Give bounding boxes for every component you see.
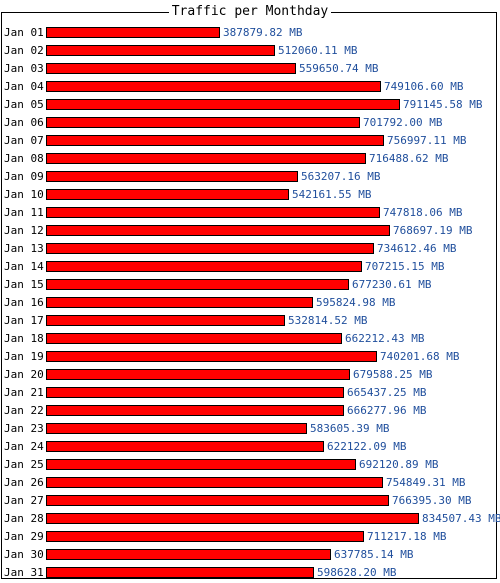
category-label: Jan 17 <box>4 314 44 327</box>
category-label: Jan 10 <box>4 188 44 201</box>
value-label: 754849.31 MB <box>386 476 466 489</box>
category-label: Jan 16 <box>4 296 44 309</box>
bar <box>46 225 390 236</box>
category-label: Jan 19 <box>4 350 44 363</box>
bar <box>46 387 344 398</box>
bar <box>46 153 366 164</box>
bar <box>46 315 285 326</box>
bar <box>46 513 419 524</box>
value-label: 768697.19 MB <box>393 224 473 237</box>
bar <box>46 81 381 92</box>
bar <box>46 549 331 560</box>
value-label: 637785.14 MB <box>334 548 414 561</box>
bar <box>46 207 380 218</box>
value-label: 756997.11 MB <box>387 134 467 147</box>
bar <box>46 189 289 200</box>
bar <box>46 459 356 470</box>
category-label: Jan 26 <box>4 476 44 489</box>
value-label: 707215.15 MB <box>365 260 445 273</box>
category-label: Jan 06 <box>4 116 44 129</box>
value-label: 622122.09 MB <box>327 440 407 453</box>
category-label: Jan 23 <box>4 422 44 435</box>
bar <box>46 495 389 506</box>
bar <box>46 261 362 272</box>
category-label: Jan 20 <box>4 368 44 381</box>
category-label: Jan 30 <box>4 548 44 561</box>
bar <box>46 351 377 362</box>
category-label: Jan 21 <box>4 386 44 399</box>
category-label: Jan 22 <box>4 404 44 417</box>
category-label: Jan 07 <box>4 134 44 147</box>
bar <box>46 279 349 290</box>
chart-title: Traffic per Monthday <box>0 4 500 19</box>
category-label: Jan 31 <box>4 566 44 579</box>
bar <box>46 135 384 146</box>
value-label: 532814.52 MB <box>288 314 368 327</box>
value-label: 512060.11 MB <box>278 44 358 57</box>
bar <box>46 45 275 56</box>
value-label: 666277.96 MB <box>347 404 427 417</box>
bar <box>46 117 360 128</box>
value-label: 542161.55 MB <box>292 188 372 201</box>
category-label: Jan 09 <box>4 170 44 183</box>
bar <box>46 243 374 254</box>
value-label: 766395.30 MB <box>392 494 472 507</box>
value-label: 692120.89 MB <box>359 458 439 471</box>
category-label: Jan 28 <box>4 512 44 525</box>
category-label: Jan 03 <box>4 62 44 75</box>
bar <box>46 405 344 416</box>
category-label: Jan 29 <box>4 530 44 543</box>
bar <box>46 63 296 74</box>
bar <box>46 477 383 488</box>
category-label: Jan 25 <box>4 458 44 471</box>
category-label: Jan 14 <box>4 260 44 273</box>
category-label: Jan 18 <box>4 332 44 345</box>
bar <box>46 297 313 308</box>
value-label: 747818.06 MB <box>383 206 463 219</box>
bar <box>46 441 324 452</box>
value-label: 559650.74 MB <box>299 62 379 75</box>
category-label: Jan 11 <box>4 206 44 219</box>
category-label: Jan 12 <box>4 224 44 237</box>
value-label: 387879.82 MB <box>223 26 303 39</box>
bar <box>46 171 298 182</box>
value-label: 595824.98 MB <box>316 296 396 309</box>
value-label: 791145.58 MB <box>403 98 483 111</box>
value-label: 834507.43 MB <box>422 512 500 525</box>
category-label: Jan 08 <box>4 152 44 165</box>
bar <box>46 99 400 110</box>
value-label: 583605.39 MB <box>310 422 390 435</box>
bar <box>46 531 364 542</box>
value-label: 734612.46 MB <box>377 242 457 255</box>
category-label: Jan 01 <box>4 26 44 39</box>
category-label: Jan 13 <box>4 242 44 255</box>
category-label: Jan 15 <box>4 278 44 291</box>
value-label: 563207.16 MB <box>301 170 381 183</box>
value-label: 665437.25 MB <box>347 386 427 399</box>
bar <box>46 369 350 380</box>
value-label: 749106.60 MB <box>384 80 464 93</box>
value-label: 701792.00 MB <box>363 116 443 129</box>
value-label: 598628.20 MB <box>317 566 397 579</box>
category-label: Jan 04 <box>4 80 44 93</box>
value-label: 679588.25 MB <box>353 368 433 381</box>
bar <box>46 333 342 344</box>
category-label: Jan 05 <box>4 98 44 111</box>
value-label: 716488.62 MB <box>369 152 449 165</box>
bar <box>46 567 314 578</box>
value-label: 662212.43 MB <box>345 332 425 345</box>
category-label: Jan 27 <box>4 494 44 507</box>
bar <box>46 423 307 434</box>
value-label: 740201.68 MB <box>380 350 460 363</box>
bar <box>46 27 220 38</box>
category-label: Jan 02 <box>4 44 44 57</box>
value-label: 711217.18 MB <box>367 530 447 543</box>
category-label: Jan 24 <box>4 440 44 453</box>
value-label: 677230.61 MB <box>352 278 432 291</box>
